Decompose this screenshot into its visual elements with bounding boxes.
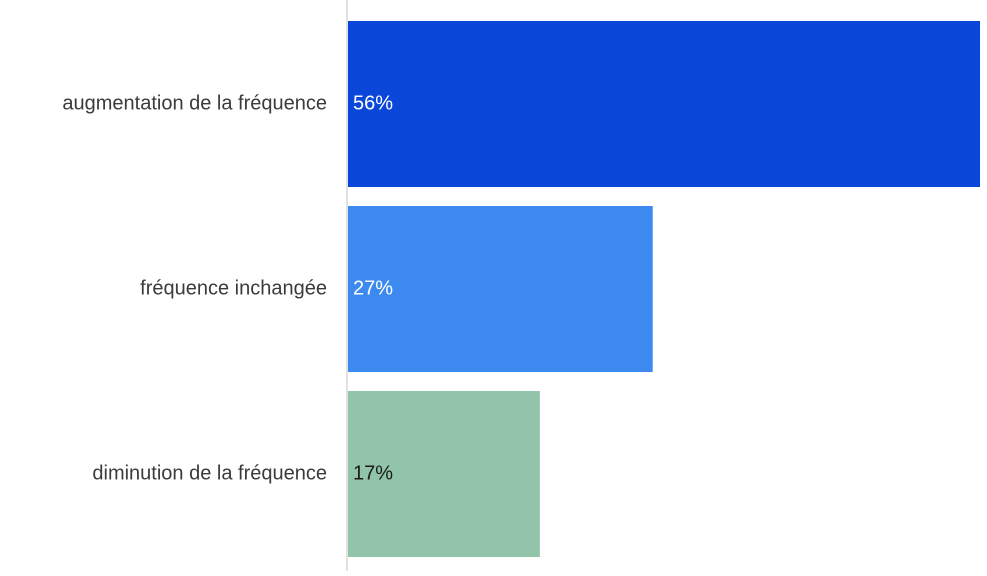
value-label-diminution-de-la-frequence: 17%: [353, 462, 393, 484]
bar-augmentation-de-la-frequence: [348, 21, 980, 187]
value-label-augmentation-de-la-frequence: 56%: [353, 92, 393, 114]
category-label-frequence-inchangee: fréquence inchangée: [140, 277, 327, 299]
category-label-diminution-de-la-frequence: diminution de la fréquence: [92, 462, 327, 484]
bars: augmentation de la fréquence 56% fréquence…: [62, 21, 980, 557]
bar-frequence-inchangee: [348, 206, 653, 372]
category-label-augmentation-de-la-frequence: augmentation de la fréquence: [62, 92, 327, 114]
value-label-frequence-inchangee: 27%: [353, 277, 393, 299]
bar-diminution-de-la-frequence: [348, 391, 540, 557]
